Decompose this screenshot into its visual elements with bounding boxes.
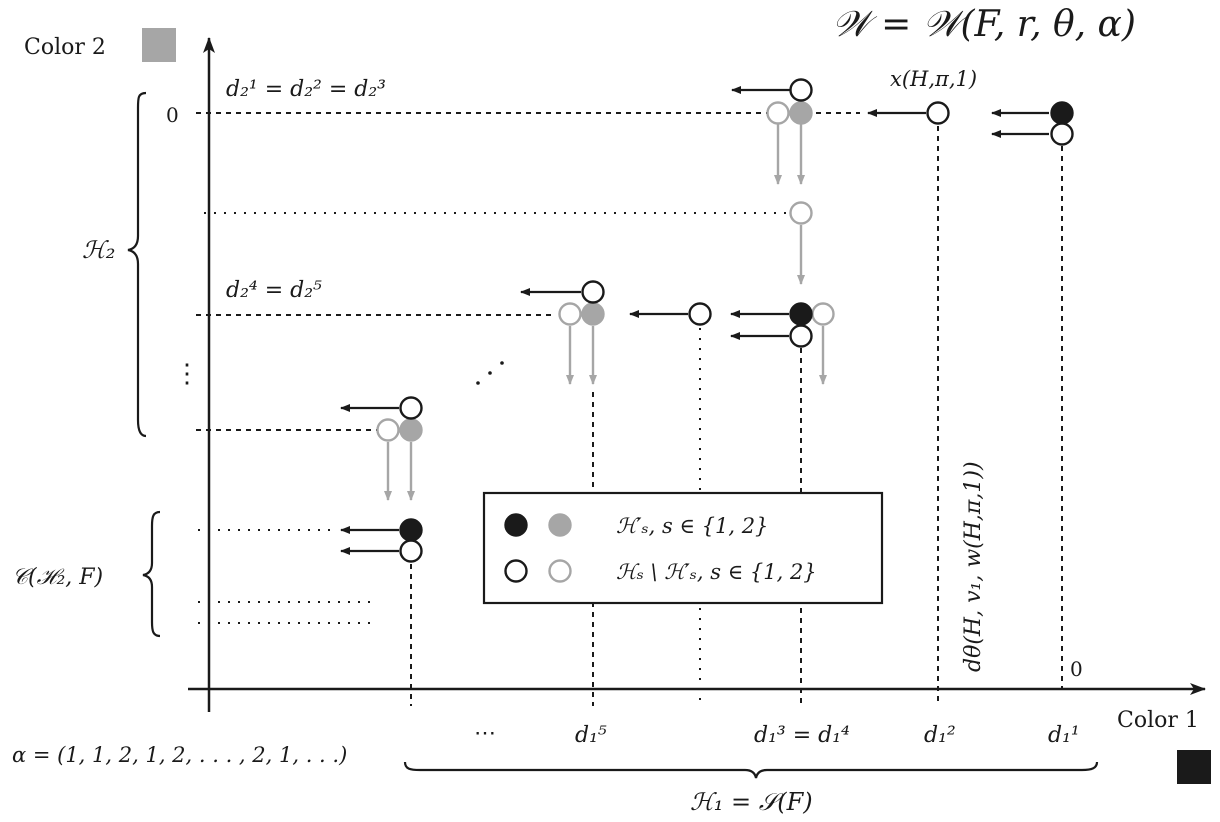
color1-swatch (1177, 750, 1211, 784)
brace-ch2f (142, 510, 161, 638)
black-hollow-point (399, 396, 423, 420)
legend-filled-label: ℋ′ₛ, s ∈ {1, 2} (616, 514, 768, 538)
gray-filled-point (581, 302, 605, 326)
xtick-d1-2: d₁² (924, 723, 956, 748)
brace-h2 (127, 91, 147, 438)
brace-h1-label: ℋ₁ = 𝒮(F) (690, 788, 813, 816)
black-filled-point (789, 302, 813, 326)
legend-black-filled (504, 513, 528, 537)
black-hollow-point (399, 539, 423, 563)
black-points (399, 78, 1074, 563)
point-label-x: x(H,π,1) (890, 67, 977, 91)
y-zero-label: 0 (166, 103, 179, 127)
gray-filled-point (789, 101, 813, 125)
black-hollow-point (926, 101, 950, 125)
gray-arrows (384, 124, 827, 501)
color2-swatch (142, 28, 176, 62)
black-hollow-point (789, 78, 813, 102)
xtick-dots: ⋯ (474, 721, 496, 746)
legend-gray-hollow (548, 559, 572, 583)
vertical-level-lines (410, 126, 1063, 706)
y-axis-label: Color 2 (24, 35, 106, 60)
black-hollow-point (789, 324, 813, 348)
x-zero-label: 0 (1070, 657, 1083, 681)
legend-gray-filled (548, 513, 572, 537)
xtick-d1-34: d₁³ = d₁⁴ (754, 723, 850, 748)
horizontal-dotted-lines (198, 212, 786, 624)
gray-filled-point (399, 418, 423, 442)
black-filled-point (1050, 101, 1074, 125)
diagram-title: 𝒲 = 𝒲(F, r, θ, α) (832, 4, 1136, 45)
label-d2-123: d₂¹ = d₂² = d₂³ (226, 77, 386, 102)
brace-ch2f-label: 𝒞(ℋ₂, F) (12, 565, 103, 590)
black-filled-point (399, 518, 423, 542)
x-axis-label: Color 1 (1117, 708, 1199, 733)
black-hollow-point (581, 280, 605, 304)
label-vdots: ⋮ (174, 359, 200, 389)
gray-hollow-point (811, 302, 835, 326)
legend-hollow-label: ℋₛ \ ℋ′ₛ, s ∈ {1, 2} (616, 560, 817, 584)
brace-h2-label: ℋ₂ (82, 236, 115, 264)
black-arrows (340, 86, 1049, 555)
diagonal-dots (476, 361, 504, 385)
gray-points (376, 101, 835, 442)
legend-box (482, 491, 884, 605)
brace-h1 (403, 761, 1099, 779)
gray-hollow-point (789, 201, 813, 225)
legend-black-hollow (504, 559, 528, 583)
legend: ℋ′ₛ, s ∈ {1, 2} ℋₛ \ ℋ′ₛ, s ∈ {1, 2} (482, 491, 884, 605)
xtick-d1-5: d₁⁵ (575, 723, 607, 748)
gray-hollow-point (376, 418, 400, 442)
vertical-distance-label: dθ(H, v₁, w(H,π,1)) (961, 461, 986, 672)
label-d2-45: d₂⁴ = d₂⁵ (226, 278, 322, 303)
alpha-sequence: α = (1, 1, 2, 1, 2, . . . , 2, 1, . . .) (12, 743, 347, 767)
horizontal-level-lines (196, 112, 860, 431)
gray-hollow-point (558, 302, 582, 326)
black-hollow-point (1050, 122, 1074, 146)
gray-hollow-point (766, 101, 790, 125)
xtick-d1-1: d₁¹ (1048, 723, 1080, 748)
black-hollow-point (688, 302, 712, 326)
